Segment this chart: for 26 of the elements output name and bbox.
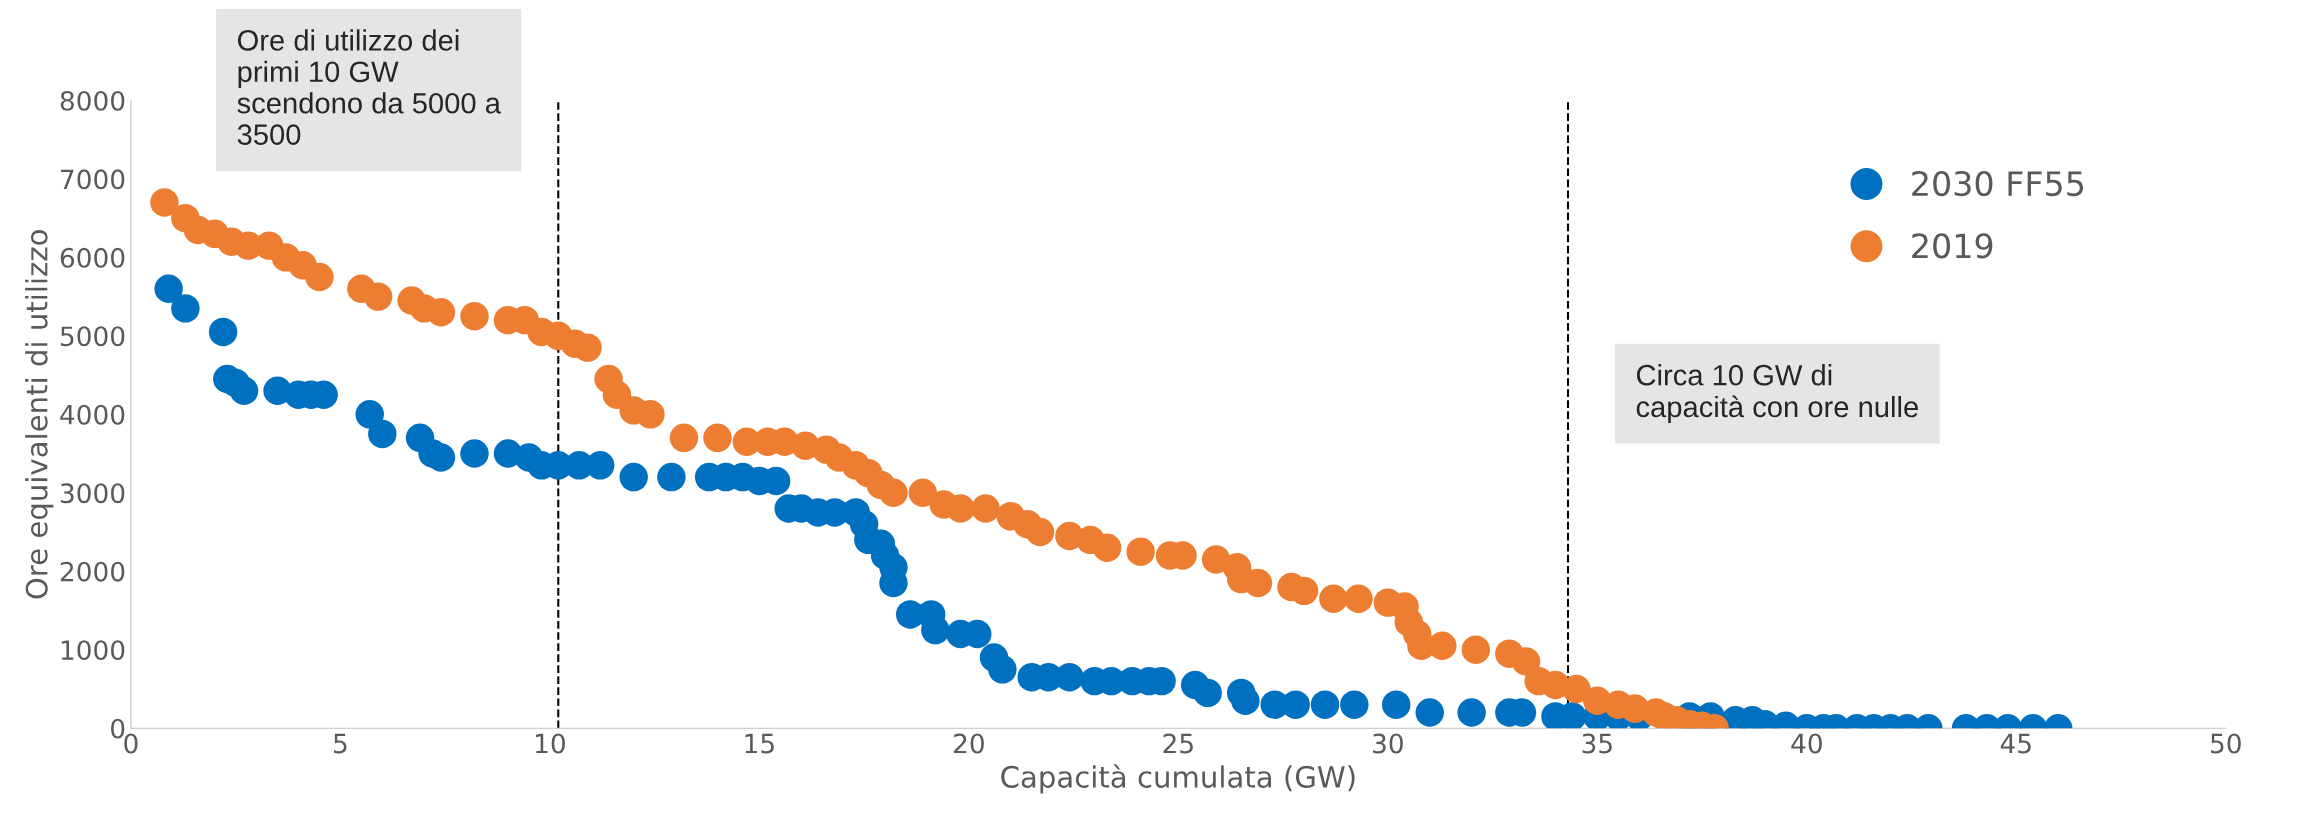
- y-tick-label: 0: [111, 718, 125, 739]
- y-tick-label: 3000: [60, 483, 125, 504]
- x-tick-label: 35: [1582, 733, 1612, 754]
- x-tick-label: 45: [2000, 733, 2031, 754]
- y-tick-label: 1000: [61, 640, 125, 661]
- annotation: Ore di utilizzo dei primi 10 GW scendono da 5000 a 3500: [237, 29, 501, 145]
- x-tick-label: 40: [1791, 733, 1822, 754]
- y-tick-label: 6000: [60, 247, 125, 268]
- y-tick-label: 4000: [60, 404, 125, 425]
- annotation: Circa 10 GW di capacità con ore nulle: [1636, 364, 1918, 424]
- x-tick-label: 5: [334, 733, 347, 754]
- x-tick-label: 0: [124, 733, 138, 754]
- x-tick-label: 50: [2211, 733, 2241, 754]
- y-tick-label: 2000: [60, 561, 125, 582]
- legend-label: 2019: [1912, 233, 1993, 259]
- x-tick-label: 30: [1373, 733, 1403, 754]
- x-tick-label: 15: [745, 733, 774, 754]
- legend-label: 2030 FF55: [1912, 170, 2084, 197]
- y-tick-label: 8000: [60, 90, 125, 111]
- x-tick-label: 20: [954, 733, 984, 754]
- x-axis-title: Capacità cumulata (GW): [1001, 764, 1355, 794]
- x-tick-label: 10: [536, 733, 565, 754]
- x-tick-label: 25: [1163, 733, 1193, 754]
- y-tick-label: 5000: [60, 326, 125, 347]
- y-axis-title: Ore equivalenti di utilizzo: [25, 230, 54, 599]
- y-tick-label: 7000: [61, 169, 125, 190]
